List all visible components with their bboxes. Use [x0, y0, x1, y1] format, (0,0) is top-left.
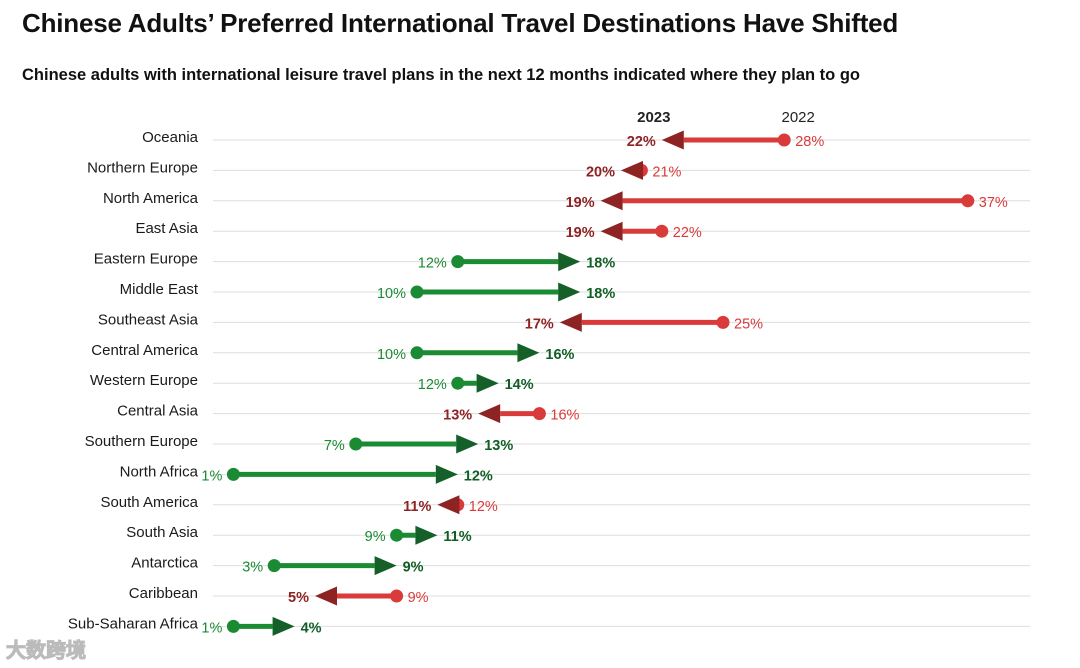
arrow-2023 — [415, 525, 438, 545]
dot-2022 — [410, 346, 424, 360]
value-label-2022: 7% — [324, 438, 345, 454]
value-label-2022: 1% — [201, 468, 222, 484]
arrow-2023 — [517, 343, 540, 363]
legend-label-2023: 2023 — [637, 109, 670, 126]
category-label: East Asia — [135, 220, 198, 237]
value-label-2022: 22% — [673, 225, 702, 241]
arrow-2023 — [435, 464, 458, 484]
chart-title: Chinese Adults’ Preferred International … — [22, 8, 899, 38]
value-label-2023: 11% — [403, 499, 431, 515]
value-label-2022: 12% — [418, 256, 447, 272]
category-label: Southern Europe — [85, 433, 198, 450]
category-label: Caribbean — [129, 585, 198, 602]
value-label-2023: 22% — [627, 134, 656, 150]
arrow-2023 — [272, 616, 295, 636]
value-label-2023: 9% — [403, 560, 424, 576]
arrow-2023 — [437, 495, 460, 515]
category-label: Middle East — [120, 281, 199, 298]
dot-2022 — [349, 437, 363, 451]
value-label-2022: 28% — [795, 134, 824, 150]
value-label-2022: 9% — [365, 529, 386, 545]
arrow-2023 — [621, 160, 643, 180]
category-label: North America — [103, 190, 199, 207]
category-label: South America — [100, 494, 198, 511]
arrow-2023 — [478, 404, 501, 424]
value-label-2022: 12% — [469, 499, 498, 515]
value-label-2022: 10% — [377, 347, 406, 363]
category-label: Southeast Asia — [98, 311, 199, 328]
category-label: Central Asia — [117, 403, 199, 420]
value-label-2023: 20% — [586, 164, 615, 180]
category-label: South Asia — [126, 524, 198, 541]
category-label: North Africa — [120, 463, 199, 480]
value-label-2023: 14% — [505, 377, 534, 393]
chart-subtitle: Chinese adults with international leisur… — [22, 66, 860, 84]
value-label-2022: 25% — [734, 316, 763, 332]
arrow-2023 — [476, 373, 499, 393]
dot-2022 — [451, 255, 465, 269]
value-label-2023: 12% — [464, 468, 493, 484]
dot-2022 — [267, 559, 281, 573]
arrow-2023 — [315, 586, 337, 606]
value-label-2023: 19% — [566, 225, 595, 241]
category-label: Western Europe — [90, 372, 198, 389]
category-label: Oceania — [142, 129, 199, 146]
watermark-text: 大数跨境 — [6, 638, 87, 663]
value-label-2023: 11% — [443, 529, 471, 545]
dot-2022 — [226, 467, 240, 481]
dot-2022 — [961, 194, 975, 208]
dot-2022 — [410, 285, 424, 299]
category-label: Eastern Europe — [94, 251, 198, 268]
dot-2022 — [716, 315, 730, 329]
arrow-2023 — [374, 556, 397, 576]
dot-2022 — [532, 407, 546, 421]
arrow-2023 — [559, 312, 582, 332]
dot-2022 — [655, 224, 669, 238]
value-label-2023: 13% — [484, 438, 513, 454]
value-label-2022: 9% — [408, 590, 429, 606]
value-label-2022: 10% — [377, 286, 406, 302]
category-label: Northern Europe — [87, 159, 198, 176]
arrow-2023 — [600, 221, 623, 241]
value-label-2023: 13% — [443, 408, 472, 424]
value-label-2022: 21% — [652, 164, 681, 180]
value-label-2022: 37% — [979, 195, 1008, 211]
dot-2022 — [226, 619, 240, 633]
dot-2022 — [390, 528, 404, 542]
value-label-2022: 3% — [242, 560, 263, 576]
arrow-2023 — [558, 252, 581, 272]
value-label-2023: 5% — [288, 590, 309, 606]
value-label-2022: 12% — [418, 377, 447, 393]
value-label-2023: 4% — [301, 620, 322, 636]
dot-2022 — [451, 376, 465, 390]
value-label-2022: 16% — [550, 408, 579, 424]
value-label-2022: 1% — [201, 620, 222, 636]
category-label: Central America — [91, 342, 198, 359]
dot-2022 — [777, 133, 791, 147]
value-label-2023: 18% — [586, 256, 615, 272]
category-label: Antarctica — [131, 555, 198, 572]
arrow-2023 — [661, 130, 684, 150]
arrow-2023 — [558, 282, 581, 302]
dot-2022 — [390, 589, 404, 603]
category-label: Sub-Saharan Africa — [68, 615, 199, 632]
legend-label-2022: 2022 — [782, 109, 815, 126]
value-label-2023: 19% — [566, 195, 595, 211]
arrow-2023 — [600, 191, 623, 211]
arrow-2023 — [456, 434, 479, 454]
value-label-2023: 18% — [586, 286, 615, 302]
watermark-logo: 大数跨境 — [6, 634, 87, 663]
value-label-2023: 17% — [525, 316, 554, 332]
value-label-2023: 16% — [545, 347, 574, 363]
